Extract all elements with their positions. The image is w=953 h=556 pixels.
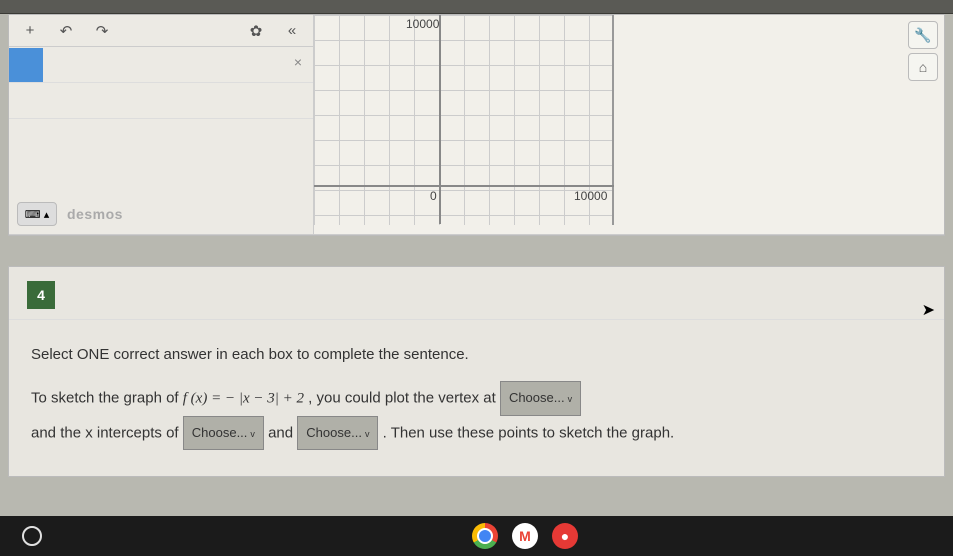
chevron-down-icon: v: [365, 429, 370, 439]
xintercept2-dropdown[interactable]: Choose...v: [297, 416, 378, 451]
gmail-icon[interactable]: M: [512, 523, 538, 549]
formula-text: f (x) = − |x − 3| + 2: [183, 390, 304, 406]
vertex-dropdown[interactable]: Choose...v: [500, 381, 581, 416]
delete-expression-icon[interactable]: ×: [289, 53, 307, 71]
mouse-cursor-icon: ➤: [922, 300, 935, 320]
y-tick-label: 10000: [406, 17, 439, 31]
add-expression-button[interactable]: +: [19, 20, 41, 42]
taskbar: M ●: [0, 516, 953, 556]
chrome-icon[interactable]: [472, 523, 498, 549]
question-line-2: and the x intercepts of Choose...v and C…: [31, 416, 922, 451]
expression-panel: + ↶ ↷ ✿ « × ⌨ ▴ desmos: [9, 15, 314, 234]
y-axis: [439, 15, 441, 224]
cortana-circle-icon[interactable]: [22, 526, 42, 546]
app-icon[interactable]: ●: [552, 523, 578, 549]
question-line-1: To sketch the graph of f (x) = − |x − 3|…: [31, 381, 922, 416]
xintercept1-dropdown[interactable]: Choose...v: [183, 416, 264, 451]
x-tick-label: 10000: [574, 189, 607, 203]
keypad-toggle-button[interactable]: ⌨ ▴: [17, 202, 57, 226]
origin-label: 0: [430, 189, 437, 203]
graph-home-icon[interactable]: ⌂: [908, 53, 938, 81]
question-block: 4 Select ONE correct answer in each box …: [8, 266, 945, 477]
settings-icon[interactable]: ✿: [245, 20, 267, 42]
question-instruction: Select ONE correct answer in each box to…: [31, 338, 922, 371]
redo-button[interactable]: ↷: [91, 20, 113, 42]
collapse-panel-button[interactable]: «: [281, 20, 303, 42]
expression-row-empty[interactable]: [9, 83, 313, 119]
chevron-down-icon: v: [250, 429, 255, 439]
graph-settings-wrench-icon[interactable]: 🔧: [908, 21, 938, 49]
undo-button[interactable]: ↶: [55, 20, 77, 42]
x-axis: [314, 185, 614, 187]
expression-color-swatch[interactable]: [9, 48, 43, 82]
browser-tab-strip: [0, 0, 953, 14]
question-number-badge: 4: [27, 281, 55, 309]
desmos-brand-label: desmos: [67, 206, 123, 222]
desmos-widget: + ↶ ↷ ✿ « × ⌨ ▴ desmos 10000 0 10000: [8, 14, 945, 236]
chevron-down-icon: v: [568, 394, 573, 404]
graph-panel[interactable]: 10000 0 10000 🔧 ⌂: [314, 15, 944, 234]
graph-grid: [314, 15, 614, 225]
expression-row[interactable]: [9, 47, 313, 83]
